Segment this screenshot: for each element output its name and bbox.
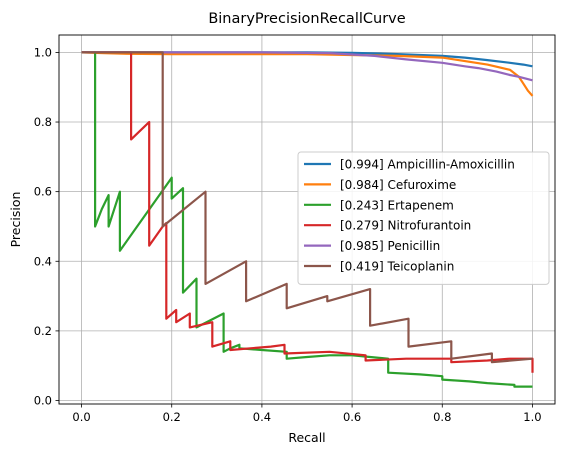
legend-box <box>297 151 550 285</box>
legend-label-5: [0.419] Teicoplanin <box>340 260 454 274</box>
x-tick-label: 0.6 <box>343 410 361 424</box>
tick-layer: 0.0 0.2 0.4 0.6 0.8 1.0 0.0 0.2 0.4 0.6 0.8 1.0 <box>34 45 542 424</box>
series-line-1 <box>81 51 534 97</box>
plot-frame <box>58 34 556 405</box>
x-tick-label: 0.0 <box>72 410 90 424</box>
legend-label-4: [0.985] Penicillin <box>340 239 440 253</box>
x-axis-title: Recall <box>288 430 325 445</box>
legend-label-0: [0.994] Ampicillin-Amoxicillin <box>340 158 515 172</box>
series-line-2 <box>81 51 533 388</box>
y-tick-label: 0.8 <box>34 115 52 129</box>
x-tick-label: 0.8 <box>433 410 451 424</box>
chart-title: BinaryPrecisionRecallCurve <box>208 11 405 27</box>
x-tick-label: 0.4 <box>253 410 271 424</box>
y-tick-label: 0.2 <box>34 324 52 338</box>
y-axis-title: Precision <box>8 192 23 248</box>
legend-label-3: [0.279] Nitrofurantoin <box>340 219 471 233</box>
series-line-4 <box>81 51 533 82</box>
y-tick-label: 0.6 <box>34 185 52 199</box>
series-layer <box>81 51 534 388</box>
series-line-3 <box>81 51 534 373</box>
y-tick-label: 0.4 <box>34 254 52 268</box>
x-tick-label: 0.2 <box>163 410 181 424</box>
series-line-5 <box>81 51 533 364</box>
legend: [0.994] Ampicillin-Amoxicillin [0.984] Ce… <box>297 151 550 285</box>
legend-label-2: [0.243] Ertapenem <box>340 198 454 212</box>
legend-label-1: [0.984] Cefuroxime <box>340 178 456 192</box>
y-tick-label: 1.0 <box>34 45 52 59</box>
x-tick-label: 1.0 <box>523 410 541 424</box>
y-tick-label: 0.0 <box>34 394 52 408</box>
